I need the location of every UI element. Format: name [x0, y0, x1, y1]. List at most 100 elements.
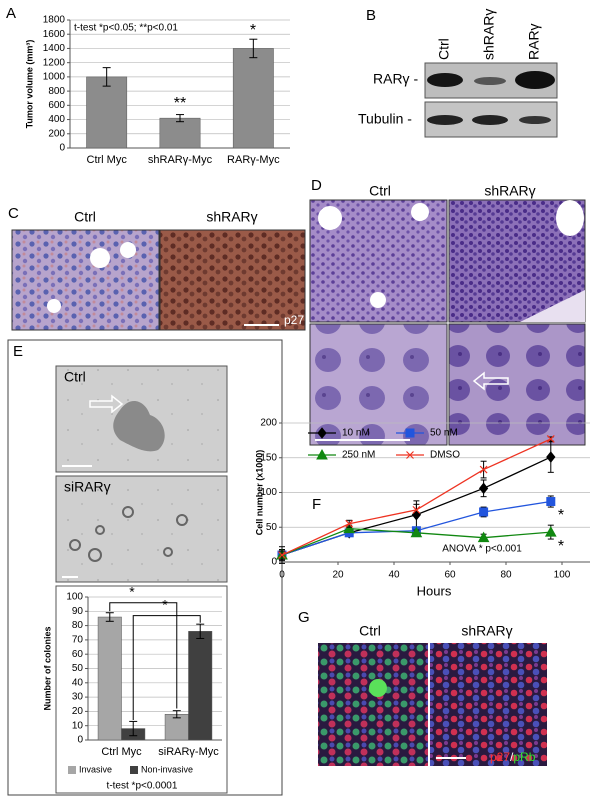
annotation: *: [558, 538, 564, 555]
annotation: *: [558, 507, 564, 524]
lane-label: RARγ: [526, 23, 542, 60]
x-tick-label: Ctrl Myc: [101, 746, 142, 758]
marker: [478, 482, 489, 495]
y-tick-label: 20: [72, 706, 84, 717]
colony: [163, 547, 173, 557]
vacuole: [318, 206, 342, 230]
y-tick-label: 30: [72, 692, 84, 703]
band: [519, 116, 551, 124]
image-title: shRARγ: [484, 183, 535, 199]
y-tick-label: 200: [260, 418, 277, 429]
stain-red: p27: [490, 750, 510, 764]
band: [427, 73, 463, 87]
stain-label: p27/pRb: [490, 750, 536, 764]
y-tick-label: 150: [260, 452, 277, 463]
blot-row-label: RARγ -: [373, 71, 418, 87]
panel-label: B: [366, 7, 376, 24]
bar: [97, 616, 122, 741]
marker: [479, 465, 488, 474]
annotation: *: [162, 597, 168, 613]
y-tick-label: 0: [271, 557, 277, 568]
stain-label: p27: [284, 313, 304, 327]
micrograph: [318, 643, 428, 766]
colony: [122, 506, 134, 518]
x-tick-label: 60: [444, 570, 456, 581]
x-tick-label: Ctrl Myc: [87, 154, 128, 166]
y-axis-label: Tumor volume (mm³): [24, 40, 34, 129]
panel-label: F: [312, 496, 321, 513]
annotation: *: [250, 22, 256, 39]
micrograph: [55, 475, 228, 583]
bar: [159, 117, 201, 149]
stain-sep: /: [510, 750, 514, 764]
stain-green: pRb: [513, 750, 535, 764]
marker: [412, 505, 421, 514]
x-tick-label: 40: [388, 570, 400, 581]
legend-label: 50 nM: [430, 428, 458, 439]
marker: [479, 507, 489, 517]
micrograph: [430, 643, 547, 766]
y-tick-label: 800: [48, 86, 65, 97]
y-tick-label: 50: [72, 663, 84, 674]
legend-label: Non-invasive: [141, 764, 193, 774]
blot-row-label: Tubulin -: [358, 111, 412, 127]
colony: [176, 514, 188, 526]
annotation: t-test *p<0.05; **p<0.01: [74, 23, 178, 34]
y-tick-label: 1000: [43, 72, 66, 83]
marker: [546, 435, 555, 443]
x-tick-label: siRARγ-Myc: [158, 746, 219, 758]
annotation: t-test *p<0.0001: [107, 781, 178, 792]
image-title: Ctrl: [359, 623, 381, 639]
marker: [477, 531, 490, 543]
legend-swatch: [68, 766, 76, 774]
y-tick-label: 50: [266, 522, 278, 533]
marker: [546, 497, 556, 507]
band: [472, 115, 508, 125]
image-title: Ctrl: [74, 209, 96, 225]
legend-marker: [317, 427, 327, 439]
colony: [95, 525, 105, 535]
x-tick-label: 0: [279, 570, 285, 581]
image-title: shRARγ: [206, 209, 257, 225]
band: [515, 71, 555, 89]
colony: [113, 400, 165, 452]
legend-swatch: [130, 766, 138, 774]
marker: [410, 526, 423, 538]
micrograph: [309, 323, 448, 446]
stroma: [520, 290, 585, 322]
y-tick-label: 200: [48, 128, 65, 139]
arrow: [472, 371, 509, 391]
image-label: Ctrl: [64, 369, 86, 385]
vacuole: [90, 248, 110, 268]
vacuole: [411, 203, 429, 221]
colony: [88, 548, 102, 562]
y-tick-label: 100: [66, 592, 83, 603]
y-tick-label: 0: [59, 143, 65, 154]
annotation: **: [174, 95, 186, 112]
legend-label: DMSO: [430, 450, 460, 461]
lane-label: shRARγ: [481, 9, 497, 60]
y-tick-label: 60: [72, 649, 84, 660]
legend-marker: [405, 428, 415, 438]
panel-label: E: [13, 343, 23, 360]
y-tick-label: 40: [72, 677, 84, 688]
marker: [278, 551, 286, 559]
marker: [544, 526, 557, 537]
bar: [232, 48, 274, 149]
annotation: *: [129, 584, 135, 600]
image-title: shRARγ: [461, 623, 512, 639]
vacuole: [47, 299, 61, 313]
vacuole: [120, 242, 136, 258]
micrograph: [11, 229, 160, 331]
legend-marker: [406, 451, 414, 459]
bar: [86, 76, 128, 149]
bracket: [132, 615, 201, 720]
legend-label: 250 nM: [342, 450, 375, 461]
y-tick-label: 1400: [43, 43, 66, 54]
legend-label: 10 nM: [342, 428, 370, 439]
y-axis-label: Number of colonies: [42, 626, 52, 710]
y-tick-label: 400: [48, 114, 65, 125]
band: [427, 115, 463, 125]
y-tick-label: 70: [72, 635, 84, 646]
